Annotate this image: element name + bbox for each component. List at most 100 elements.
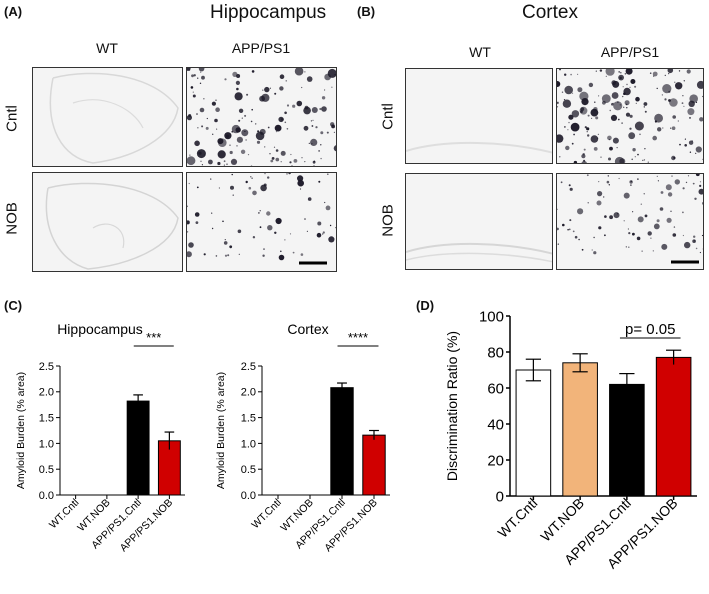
y-tick-label: 1.0 (39, 438, 54, 450)
plaque (568, 184, 571, 187)
plaque (568, 228, 571, 231)
plaque (564, 126, 566, 128)
bar (609, 383, 645, 497)
plaque (640, 203, 642, 205)
y-tick-label: 0.0 (39, 490, 54, 502)
plaque (597, 191, 603, 197)
plaque (631, 158, 633, 161)
plaque (630, 79, 636, 84)
plaque (684, 144, 687, 147)
plaque (300, 253, 304, 256)
plaque (569, 187, 573, 191)
plaque (211, 101, 216, 106)
plaque (251, 70, 255, 73)
panel-b-title: Cortex (522, 2, 578, 23)
plaque (702, 158, 703, 160)
plaque (212, 133, 214, 135)
plaque (192, 94, 196, 98)
plaque (661, 94, 664, 96)
plaque (608, 157, 611, 161)
plaque (247, 154, 250, 156)
plaque (661, 243, 668, 250)
plaque (573, 160, 578, 163)
y-tick-label: 2.0 (241, 387, 256, 399)
plaque (593, 251, 597, 255)
plaque (628, 246, 630, 248)
plaque (187, 115, 192, 121)
plaque (695, 174, 700, 177)
plaque (571, 92, 574, 94)
plaque (699, 184, 702, 187)
plaque (197, 77, 199, 79)
plaque (232, 71, 238, 77)
plaque (223, 241, 228, 245)
plaque (198, 68, 205, 72)
plaque (632, 148, 636, 152)
y-axis-label: Amyloid Burden (% area) (215, 372, 227, 489)
plaque (583, 159, 586, 162)
micrograph-cortex-app-nob (556, 173, 704, 270)
plaque (279, 74, 285, 79)
plaque (682, 95, 684, 97)
plaque (653, 223, 660, 230)
plaque (306, 230, 308, 232)
plaque (329, 224, 332, 227)
micrograph-cortex-wt-nob (405, 173, 553, 270)
plaque (696, 80, 703, 89)
plaque (562, 99, 572, 108)
plaque (609, 109, 611, 112)
plaque (625, 103, 628, 106)
plaque (609, 146, 613, 151)
plaque (684, 241, 691, 249)
plaque (224, 78, 227, 81)
plaque (192, 91, 194, 93)
plaque (203, 253, 206, 256)
plaque (601, 94, 611, 103)
plaque (292, 104, 296, 108)
y-tick-label: 2.0 (39, 387, 54, 399)
plaque (652, 250, 654, 252)
plaque (691, 140, 693, 142)
micrograph-hippocampus-app-cntl (186, 67, 337, 167)
chart-hippocampus-amyloid: Hippocampus Amyloid Burden (% area) 0.0 0.5… (15, 321, 185, 554)
plaque (187, 156, 196, 166)
plaque (621, 122, 623, 124)
plaque (289, 233, 292, 235)
plaque (267, 225, 273, 231)
plaque (188, 182, 190, 185)
plaque (593, 236, 595, 239)
plaque (313, 165, 315, 166)
plaque (641, 250, 643, 252)
plaque (702, 95, 703, 98)
panel-b-row-nob: NOB (379, 204, 397, 237)
plaque (597, 133, 600, 136)
plaque (609, 215, 613, 220)
chart-title: Hippocampus (57, 321, 143, 337)
plaque (668, 90, 671, 93)
plaque (567, 228, 569, 231)
plaque (331, 124, 335, 129)
plaque (311, 125, 314, 127)
chart-discrimination-ratio: Discrimination Ratio (%)020406080100WT.C… (444, 308, 697, 572)
plaque (245, 180, 248, 184)
plaque (280, 250, 282, 253)
plaque (262, 254, 265, 257)
y-axis-label: Discrimination Ratio (%) (444, 331, 460, 481)
plaque (637, 153, 639, 156)
plaque (266, 211, 271, 216)
panel-a-row-cntl: Cntl (3, 105, 21, 132)
plaque (623, 220, 625, 222)
plaque (229, 144, 231, 146)
plaque (217, 150, 226, 159)
plaque (241, 117, 243, 119)
plaque (259, 226, 262, 229)
plaque (625, 246, 627, 248)
plaque (189, 154, 191, 156)
plaque (196, 186, 199, 189)
plaque (274, 92, 277, 95)
plaque (667, 69, 674, 74)
plaque (284, 121, 287, 124)
plaque (206, 117, 208, 120)
plaque (670, 210, 672, 212)
plaque (236, 145, 238, 147)
